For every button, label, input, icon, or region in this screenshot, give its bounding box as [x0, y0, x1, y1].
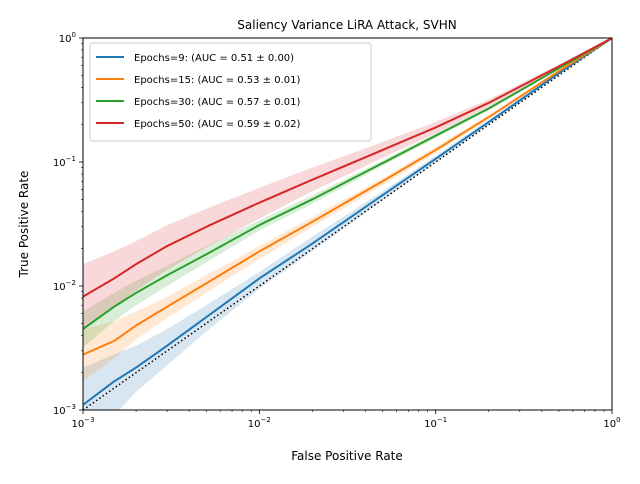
series-line-4	[83, 38, 612, 298]
series-line-2	[83, 38, 612, 356]
x-tick-label: 10−2	[248, 416, 271, 430]
legend-label-3: Epochs=30: (AUC = 0.57 ± 0.01)	[134, 97, 301, 108]
y-axis: 10−3 10−2 10−1 100	[53, 31, 83, 417]
y-tick-label: 10−2	[53, 279, 76, 293]
confidence-band-series-4	[83, 38, 612, 329]
x-tick-label: 100	[603, 416, 620, 430]
y-tick-label: 100	[59, 31, 76, 45]
y-axis-label: True Positive Rate	[17, 171, 31, 279]
plot-frame	[82, 37, 613, 411]
series-line-1	[83, 38, 612, 406]
series-line-3	[83, 38, 612, 330]
legend-label-1: Epochs=9: (AUC = 0.51 ± 0.00)	[134, 53, 294, 64]
legend-label-2: Epochs=15: (AUC = 0.53 ± 0.01)	[134, 75, 301, 86]
x-tick-label: 10−3	[71, 416, 94, 430]
y-tick-label: 10−3	[53, 403, 76, 417]
chart-title: Saliency Variance LiRA Attack, SVHN	[237, 18, 456, 32]
x-tick-label: 10−1	[424, 416, 447, 430]
legend: Epochs=9: (AUC = 0.51 ± 0.00) Epochs=15: …	[89, 42, 372, 142]
x-axis: 10−3 10−2 10−1 100	[71, 410, 621, 430]
legend-label-4: Epochs=50: (AUC = 0.59 ± 0.02)	[134, 119, 301, 130]
y-tick-label: 10−1	[53, 155, 76, 169]
legend-box	[89, 42, 372, 142]
plot-area	[83, 38, 612, 410]
x-axis-label: False Positive Rate	[291, 449, 403, 463]
